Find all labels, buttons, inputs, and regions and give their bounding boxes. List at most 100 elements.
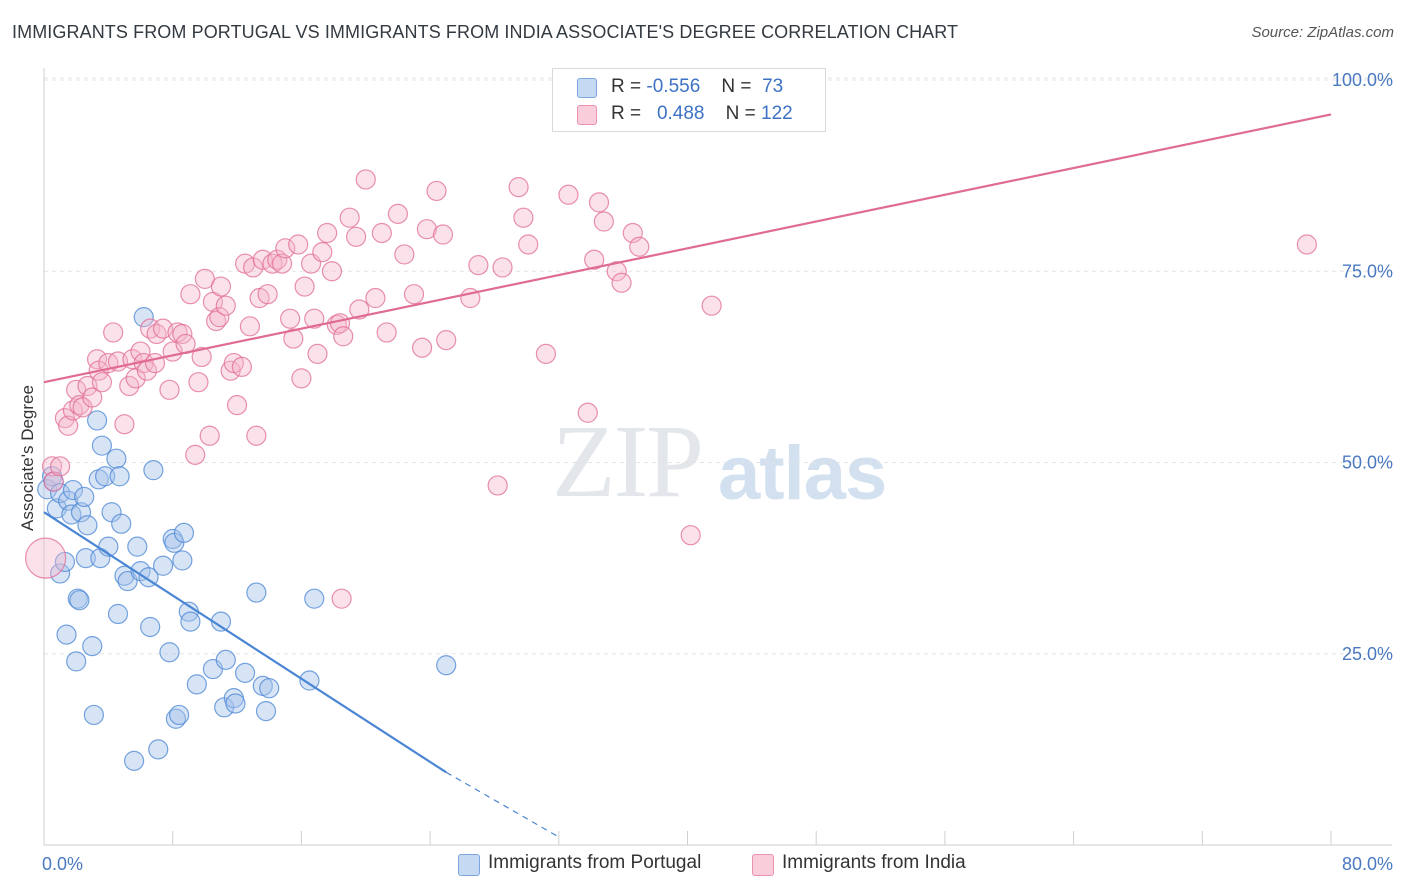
point-india (146, 323, 167, 345)
point-india (283, 328, 304, 349)
point-portugal (74, 486, 95, 508)
point-portugal (436, 655, 457, 676)
point-india (611, 272, 632, 293)
point-india (215, 295, 236, 316)
point-portugal (127, 536, 148, 557)
point-india (185, 444, 206, 465)
bottom-legend-label-india: Immigrants from India (782, 852, 966, 873)
point-portugal (111, 513, 132, 534)
point-portugal (56, 624, 77, 645)
point-portugal (186, 674, 207, 695)
point-portugal (140, 616, 161, 638)
point-portugal (123, 750, 145, 771)
point-india (41, 456, 63, 477)
point-portugal (215, 649, 236, 670)
point-india (387, 203, 409, 224)
point-india (312, 242, 333, 263)
point-india (307, 343, 328, 364)
point-india (345, 226, 367, 247)
point-india (210, 276, 232, 297)
legend-n-label: N = (725, 103, 756, 124)
point-india (321, 261, 343, 282)
stats-legend: R = -0.556 N = 73 R = 0.488 N = 122 (552, 68, 826, 132)
legend-r-label: R = (611, 103, 642, 124)
point-portugal (143, 460, 164, 481)
legend-r-value-portugal: -0.556 (646, 76, 701, 97)
point-india (69, 395, 90, 416)
point-india (191, 346, 212, 368)
legend-r-label: R = (611, 76, 642, 97)
point-india (91, 372, 113, 393)
point-portugal (255, 701, 277, 722)
point-portugal (69, 590, 90, 611)
point-india (403, 284, 425, 305)
point-portugal (259, 678, 280, 699)
point-portugal (159, 642, 180, 663)
point-portugal (165, 708, 187, 729)
legend-swatch-india (577, 105, 597, 125)
point-portugal (304, 588, 325, 609)
y-tick-label: 50.0% (1342, 453, 1393, 473)
point-portugal (83, 704, 104, 726)
legend-swatch-portugal (577, 78, 597, 98)
point-portugal (172, 550, 193, 571)
bottom-legend-swatch-portugal (458, 854, 480, 876)
trend-line-india (43, 113, 1332, 384)
watermark-zip: ZIP (552, 404, 704, 519)
point-india (701, 295, 722, 316)
point-india (206, 310, 227, 332)
point-india (180, 284, 201, 305)
point-india (468, 255, 489, 276)
point-portugal (75, 548, 96, 569)
point-india (114, 414, 135, 435)
point-india (432, 224, 454, 245)
point-portugal (133, 307, 154, 328)
legend-n-label: N = (721, 76, 752, 97)
point-india (288, 234, 309, 255)
point-india (188, 372, 209, 393)
point-india (199, 425, 220, 446)
point-portugal (234, 662, 256, 683)
point-portugal (49, 563, 71, 584)
axes (43, 68, 1392, 846)
point-india (680, 525, 701, 546)
y-tick-label: 100.0% (1332, 70, 1393, 90)
point-india (487, 475, 508, 496)
legend-r-value-india: 0.488 (656, 103, 705, 124)
y-tick-label: 75.0% (1342, 261, 1393, 281)
point-portugal (70, 502, 92, 523)
point-india (416, 219, 437, 240)
point-india (43, 471, 64, 492)
point-portugal (49, 483, 71, 504)
point-india (339, 207, 360, 228)
point-portugal (62, 479, 84, 501)
point-india (376, 322, 397, 343)
point-india (209, 307, 230, 328)
bottom-legend-label-portugal: Immigrants from Portugal (488, 852, 702, 873)
point-india (103, 322, 124, 343)
point-india (317, 222, 338, 244)
point-india (513, 207, 534, 228)
point-portugal (66, 651, 87, 672)
point-india (535, 343, 557, 364)
point-india (355, 169, 376, 190)
point-india (349, 299, 370, 320)
point-india (291, 368, 312, 389)
point-india (577, 402, 598, 423)
point-india (257, 284, 278, 305)
point-india (294, 276, 315, 297)
trend-line-extension-portugal (445, 771, 560, 838)
tick-labels: 25.0% 50.0% 75.0% 100.0% 0.0% 80.0% Associate'… (18, 70, 1393, 874)
point-portugal (114, 565, 135, 586)
y-axis-label: Associate's Degree (18, 385, 37, 531)
point-portugal (246, 582, 267, 603)
point-india (394, 244, 415, 265)
point-india (629, 236, 650, 257)
point-india (331, 588, 352, 609)
trend-line-portugal (43, 511, 447, 774)
bottom-legend-swatch-india (752, 854, 774, 876)
x-tick-label: 0.0% (42, 854, 83, 874)
point-portugal (152, 555, 174, 576)
point-portugal (180, 611, 201, 632)
